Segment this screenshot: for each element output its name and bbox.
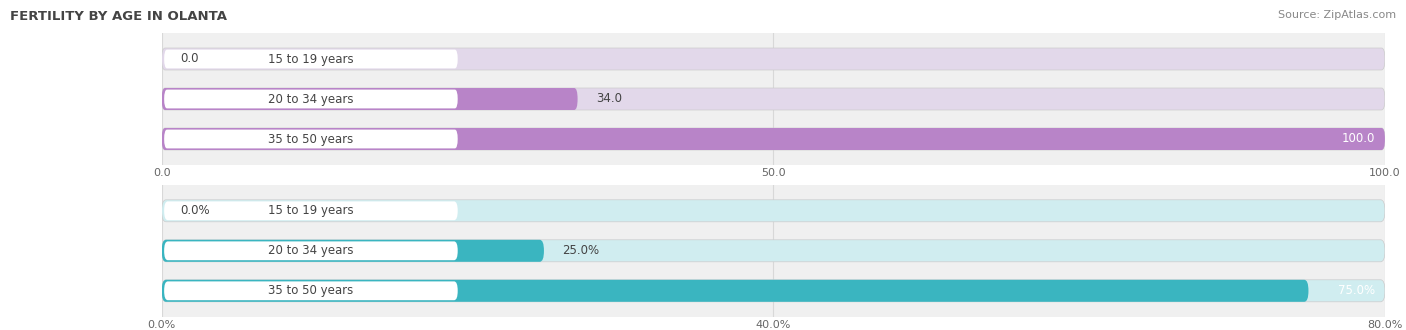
FancyBboxPatch shape [165, 130, 458, 148]
Text: 20 to 34 years: 20 to 34 years [269, 92, 354, 106]
FancyBboxPatch shape [162, 88, 1385, 110]
FancyBboxPatch shape [162, 280, 1385, 302]
Text: 25.0%: 25.0% [562, 244, 599, 257]
FancyBboxPatch shape [165, 90, 458, 108]
Text: 15 to 19 years: 15 to 19 years [269, 52, 354, 65]
FancyBboxPatch shape [162, 128, 1385, 150]
FancyBboxPatch shape [165, 201, 458, 220]
Text: FERTILITY BY AGE IN OLANTA: FERTILITY BY AGE IN OLANTA [10, 10, 226, 23]
FancyBboxPatch shape [162, 240, 1385, 262]
FancyBboxPatch shape [165, 242, 458, 260]
Text: 20 to 34 years: 20 to 34 years [269, 244, 354, 257]
FancyBboxPatch shape [165, 50, 458, 68]
Text: 35 to 50 years: 35 to 50 years [269, 133, 353, 146]
Text: 35 to 50 years: 35 to 50 years [269, 284, 353, 297]
FancyBboxPatch shape [162, 88, 578, 110]
Text: 34.0: 34.0 [596, 92, 621, 106]
FancyBboxPatch shape [165, 281, 458, 300]
FancyBboxPatch shape [162, 200, 1385, 222]
Text: 0.0: 0.0 [180, 52, 198, 65]
Text: 15 to 19 years: 15 to 19 years [269, 204, 354, 217]
Text: 75.0%: 75.0% [1339, 284, 1375, 297]
FancyBboxPatch shape [162, 240, 544, 262]
FancyBboxPatch shape [162, 280, 1309, 302]
Text: 100.0: 100.0 [1341, 133, 1375, 146]
FancyBboxPatch shape [162, 48, 1385, 70]
Text: 0.0%: 0.0% [180, 204, 209, 217]
FancyBboxPatch shape [162, 128, 1385, 150]
Text: Source: ZipAtlas.com: Source: ZipAtlas.com [1278, 10, 1396, 20]
